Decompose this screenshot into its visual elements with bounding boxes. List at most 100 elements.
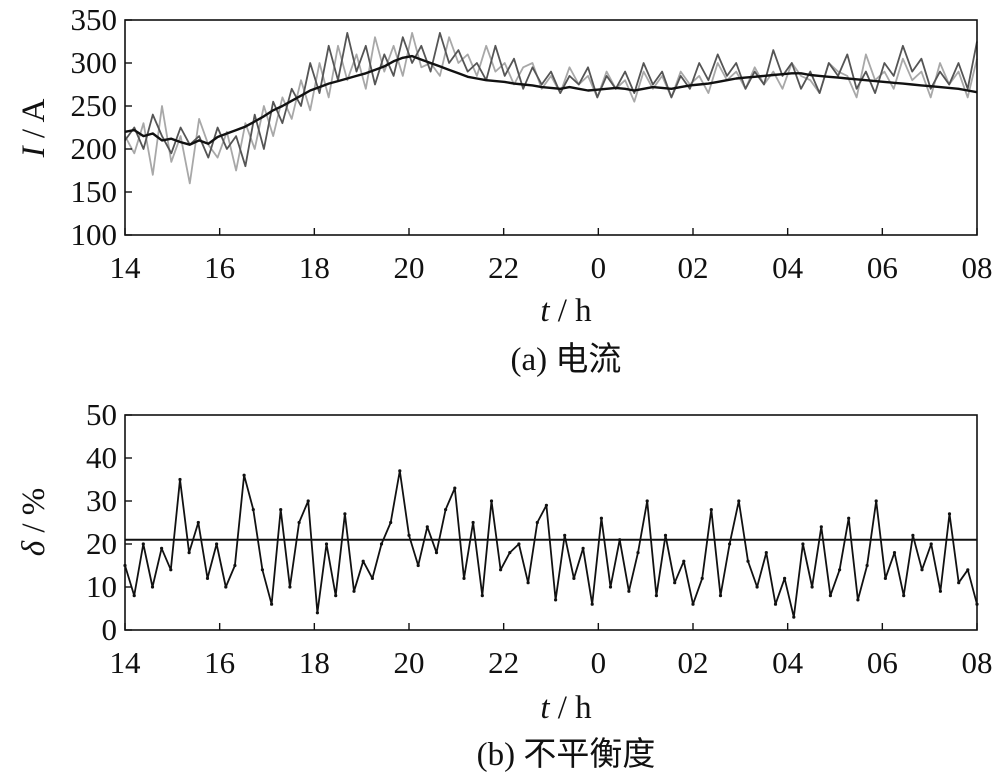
panel-b-data-point bbox=[838, 568, 842, 572]
panel-b-data-point bbox=[966, 568, 970, 572]
panel-b-data-point bbox=[856, 598, 860, 602]
panel-b-data-point bbox=[462, 576, 466, 581]
panel-b-data-point bbox=[764, 551, 768, 555]
panel-b-data-point bbox=[132, 594, 136, 598]
panel-b-x-tick-label: 14 bbox=[110, 645, 142, 680]
panel-a-x-tick-label: 06 bbox=[867, 250, 898, 285]
panel-b-data-point bbox=[187, 551, 191, 555]
panel-b-series-line-1 bbox=[124, 469, 978, 618]
panel-b-y-tick-label: 50 bbox=[86, 397, 117, 432]
panel-b-data-point bbox=[654, 594, 659, 598]
panel-a-x-tick-label: 04 bbox=[772, 250, 804, 285]
panel-b-data-point bbox=[892, 551, 897, 555]
panel-b-data-point bbox=[627, 589, 631, 593]
panel-b-data-point bbox=[343, 512, 347, 516]
panel-b-data-point bbox=[361, 559, 365, 563]
panel-a-y-var: I bbox=[16, 144, 52, 158]
panel-b-data-point bbox=[526, 581, 530, 585]
panel-b-data-point bbox=[196, 520, 200, 525]
panel-b-data-point bbox=[673, 581, 677, 585]
panel-b-y-tick-label: 0 bbox=[102, 612, 118, 647]
panel-b-x-axis: 14 16 18 20 22 0 02 04 06 08 bbox=[110, 623, 993, 680]
panel-b-data-point bbox=[709, 508, 713, 512]
panel-b-plot-frame bbox=[124, 414, 978, 631]
panel-b-data-point bbox=[315, 611, 319, 615]
panel-b-data-point bbox=[242, 473, 246, 477]
panel-b-data-point bbox=[590, 602, 594, 606]
panel-b-data-point bbox=[682, 559, 686, 563]
panel-b-y-tick-label: 20 bbox=[86, 526, 117, 561]
panel-b-data-point bbox=[407, 533, 411, 538]
panel-b-data-point bbox=[352, 589, 356, 593]
panel-b-data-point bbox=[554, 598, 558, 602]
panel-b-unbalance-chart: 0 10 20 30 40 50 14 16 18 20 22 0 02 04 06 08 δ / % t … bbox=[16, 397, 993, 773]
panel-b-data-point bbox=[801, 542, 805, 546]
panel-b-data-point bbox=[728, 542, 732, 546]
panel-b-x-tick-label: 04 bbox=[772, 645, 804, 680]
panel-a-x-tick-label: 08 bbox=[962, 250, 993, 285]
panel-b-data-point bbox=[947, 512, 952, 516]
panel-b-data-point bbox=[150, 585, 155, 589]
panel-b-data-point bbox=[279, 508, 283, 512]
panel-b-data-point bbox=[883, 576, 888, 581]
panel-a-x-tick-label: 22 bbox=[488, 250, 519, 285]
panel-b-data-point bbox=[755, 585, 759, 589]
panel-b-data-point bbox=[544, 503, 549, 507]
panel-b-data-point bbox=[847, 516, 851, 520]
panel-b-data-point bbox=[416, 563, 420, 568]
panel-b-data-point bbox=[169, 568, 173, 572]
panel-b-data-point bbox=[920, 568, 924, 572]
panel-b-x-tick-label: 20 bbox=[394, 645, 425, 680]
panel-a-x-tick-label: 18 bbox=[299, 250, 330, 285]
panel-b-y-var: δ bbox=[16, 540, 52, 556]
panel-b-data-point bbox=[718, 594, 723, 598]
panel-b-data-point bbox=[251, 508, 255, 512]
panel-b-data-point bbox=[517, 542, 521, 546]
panel-b-data-point bbox=[792, 615, 796, 619]
panel-b-data-point bbox=[773, 602, 778, 606]
panel-a-x-axis-label: t / h bbox=[540, 293, 592, 329]
panel-b-x-tick-label: 06 bbox=[867, 645, 898, 680]
panel-b-data-point bbox=[902, 594, 906, 598]
panel-b-y-axis-label: δ / % bbox=[16, 488, 52, 557]
panel-b-y-tick-label: 40 bbox=[86, 440, 117, 475]
panel-a-x-tick-label: 16 bbox=[204, 250, 235, 285]
panel-b-data-point bbox=[260, 568, 264, 572]
panel-a-x-var: t bbox=[540, 293, 550, 329]
panel-b-y-axis: 0 10 20 30 40 50 bbox=[86, 397, 132, 647]
panel-b-data-point bbox=[160, 546, 164, 550]
panel-b-data-point bbox=[379, 542, 384, 546]
panel-a-y-tick-label: 150 bbox=[71, 174, 118, 209]
panel-b-data-point bbox=[865, 563, 869, 568]
panel-b-data-point bbox=[810, 585, 814, 589]
panel-b-data-point bbox=[737, 499, 741, 503]
panel-b-data-point bbox=[828, 594, 833, 598]
panel-a-y-axis-label: I / A bbox=[16, 98, 52, 158]
panel-b-x-var: t bbox=[540, 690, 550, 726]
panel-a-x-tick-label: 02 bbox=[678, 250, 709, 285]
panel-b-data-point bbox=[453, 486, 457, 490]
panel-b-data-point bbox=[819, 525, 823, 529]
panel-b-data-point bbox=[874, 499, 878, 503]
panel-b-data-point bbox=[581, 546, 585, 550]
panel-a-x-tick-label: 0 bbox=[591, 250, 607, 285]
panel-a-y-axis: 100 150 200 250 300 350 bbox=[71, 2, 132, 252]
panel-b-data-point bbox=[691, 602, 695, 606]
panel-b-data-point bbox=[957, 581, 961, 585]
panel-a-x-axis: 14 16 18 20 22 0 02 04 06 08 bbox=[110, 228, 993, 285]
panel-a-y-tick-label: 200 bbox=[71, 131, 118, 166]
panel-b-data-point bbox=[233, 563, 237, 568]
panel-b-data-point bbox=[270, 602, 274, 606]
panel-b-x-tick-label: 02 bbox=[678, 645, 709, 680]
panel-b-data-point bbox=[398, 469, 402, 473]
panel-a-y-tick-label: 100 bbox=[71, 217, 118, 252]
panel-b-x-axis-label: t / h bbox=[540, 690, 592, 726]
panel-b-data-point bbox=[324, 542, 329, 546]
panel-a-series-line-2 bbox=[124, 32, 978, 168]
panel-a-plot-frame bbox=[124, 19, 978, 236]
panel-a-x-unit: / h bbox=[550, 293, 593, 329]
panel-b-data-point bbox=[499, 568, 503, 572]
panel-b-data-point bbox=[563, 533, 567, 538]
panel-b-y-tick-label: 10 bbox=[86, 569, 117, 604]
panel-b-data-point bbox=[224, 585, 228, 589]
